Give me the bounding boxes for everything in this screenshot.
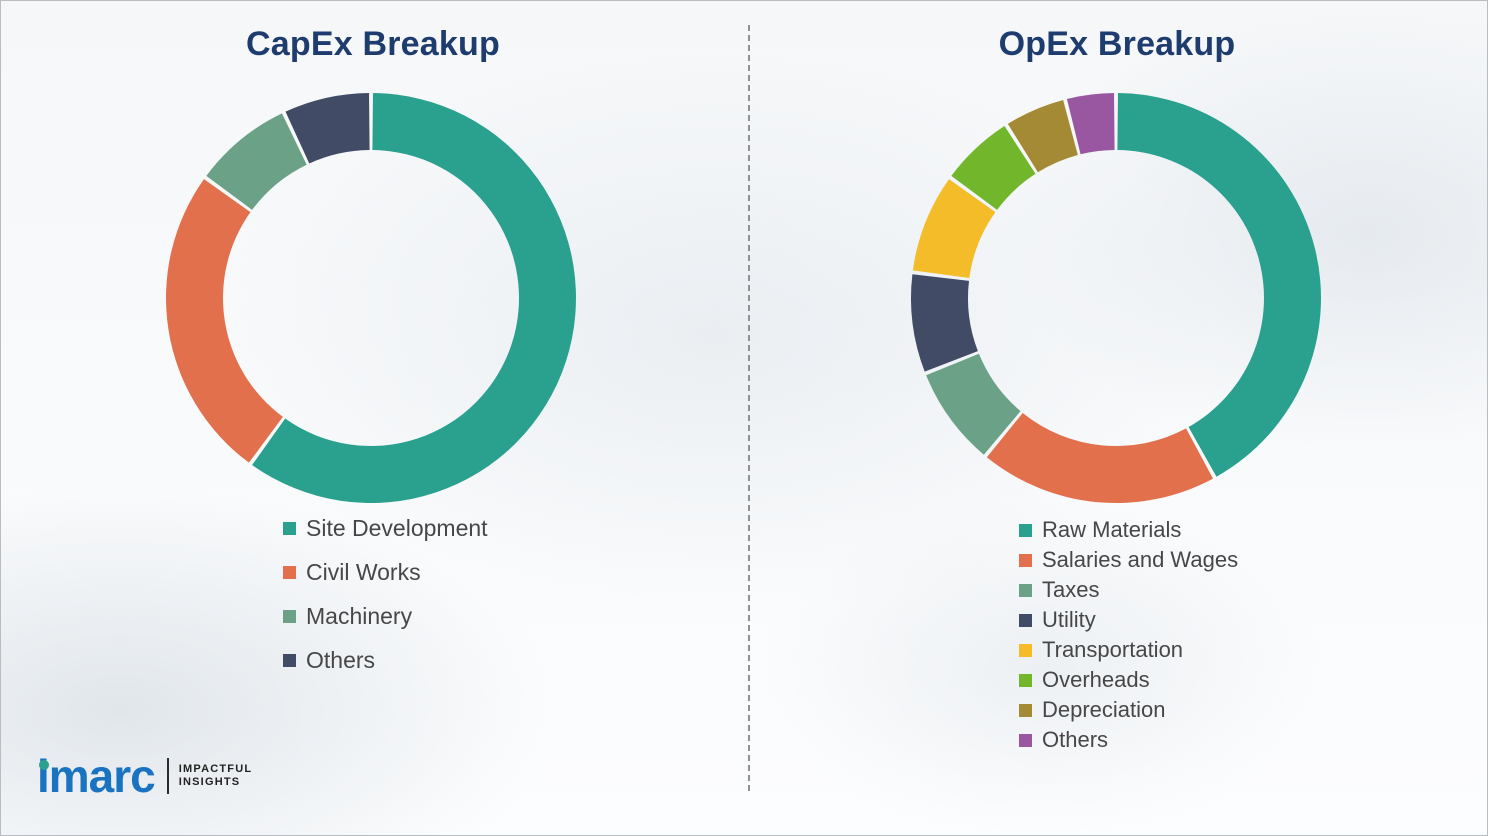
legend-label: Transportation: [1042, 637, 1184, 662]
legend-marker: [1019, 583, 1032, 597]
donut-segment-civil-works: [166, 179, 283, 463]
donut-segment-raw-materials: [1117, 93, 1322, 477]
legend-item-raw-materials: Raw Materials: [1019, 517, 1238, 542]
legend-label: Site Development: [306, 515, 488, 541]
capex-title: CapEx Breakup: [246, 25, 500, 63]
legend-marker: [1019, 673, 1032, 687]
legend-label: Overheads: [1042, 667, 1150, 692]
opex-donut-chart: [911, 93, 1322, 503]
legend-marker: [283, 522, 296, 535]
opex-legend: Raw Materials Salaries and Wages Taxes Util…: [1019, 517, 1239, 758]
legend-label: Salaries and Wages: [1042, 547, 1239, 572]
legend-marker: [283, 654, 296, 667]
imarc-wordmark: imarc: [37, 750, 156, 802]
imarc-logo: imarc IMPACTFUL INSIGHTS: [37, 753, 252, 799]
capex-legend: Site Development Civil Works Machinery Othe…: [283, 515, 488, 691]
legend-marker: [1019, 733, 1032, 747]
legend-item-transportation: Transportation: [1019, 637, 1238, 662]
logo-divider-rule: [166, 758, 169, 794]
legend-marker: [1019, 553, 1032, 567]
donut-segment-salaries-and-wages: [986, 412, 1214, 503]
donut-segment-overheads: [951, 125, 1036, 210]
legend-item-overheads: Overheads: [1019, 667, 1238, 692]
legend-marker: [283, 610, 296, 623]
capex-donut-chart: [166, 93, 576, 504]
legend-label: Civil Works: [306, 559, 421, 585]
legend-item-machinery: Machinery: [283, 603, 488, 630]
legend-item-taxes: Taxes: [1019, 577, 1238, 602]
opex-title: OpEx Breakup: [998, 25, 1236, 63]
donut-segment-transportation: [912, 179, 996, 279]
legend-marker: [1019, 643, 1032, 657]
legend-item-others: Others: [1019, 727, 1238, 752]
legend-label: Taxes: [1042, 577, 1100, 602]
legend-marker: [1019, 523, 1032, 537]
logo-tagline: IMPACTFUL INSIGHTS: [179, 763, 253, 789]
legend-item-civil-works: Civil Works: [283, 559, 488, 586]
legend-label: Others: [1042, 727, 1109, 752]
legend-item-utility: Utility: [1019, 607, 1238, 632]
donut-segment-others: [285, 93, 370, 164]
donut-segment-depreciation: [1007, 99, 1078, 173]
legend-label: Utility: [1042, 607, 1096, 632]
legend-marker: [283, 566, 296, 579]
legend-marker: [1019, 613, 1032, 627]
logo-tagline-line2: INSIGHTS: [178, 776, 241, 788]
donut-segment-machinery: [206, 113, 307, 210]
legend-label: Raw Materials: [1042, 517, 1182, 542]
donut-segment-utility: [911, 274, 978, 372]
legend-item-depreciation: Depreciation: [1019, 697, 1238, 722]
donut-segment-others: [1066, 93, 1115, 155]
legend-label: Machinery: [306, 603, 413, 629]
divider-dashed-line: [748, 25, 750, 791]
legend-item-others: Others: [283, 647, 488, 674]
legend-item-salaries-and-wages: Salaries and Wages: [1019, 547, 1239, 572]
legend-marker: [1019, 703, 1032, 717]
legend-label: Depreciation: [1042, 697, 1166, 722]
legend-label: Others: [306, 647, 376, 673]
donut-segment-site-development: [252, 93, 576, 504]
donut-segment-taxes: [926, 353, 1021, 455]
legend-item-site-development: Site Development: [283, 515, 488, 542]
logo-tagline-line1: IMPACTFUL: [178, 763, 253, 775]
